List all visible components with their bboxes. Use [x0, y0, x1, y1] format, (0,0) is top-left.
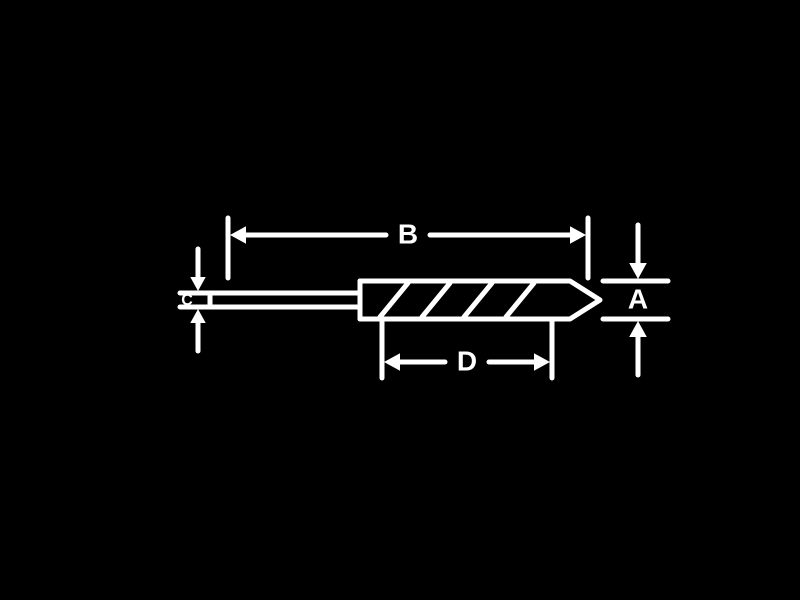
dimension-b: B [228, 218, 588, 278]
label-b: B [398, 218, 418, 249]
dimension-d: D [382, 322, 552, 378]
diagram-canvas: B D A C [0, 0, 800, 600]
drill-bit [210, 281, 600, 319]
label-d: D [457, 345, 477, 376]
dimension-a: A [603, 225, 668, 375]
label-c: C [181, 292, 193, 309]
label-a: A [628, 283, 648, 314]
